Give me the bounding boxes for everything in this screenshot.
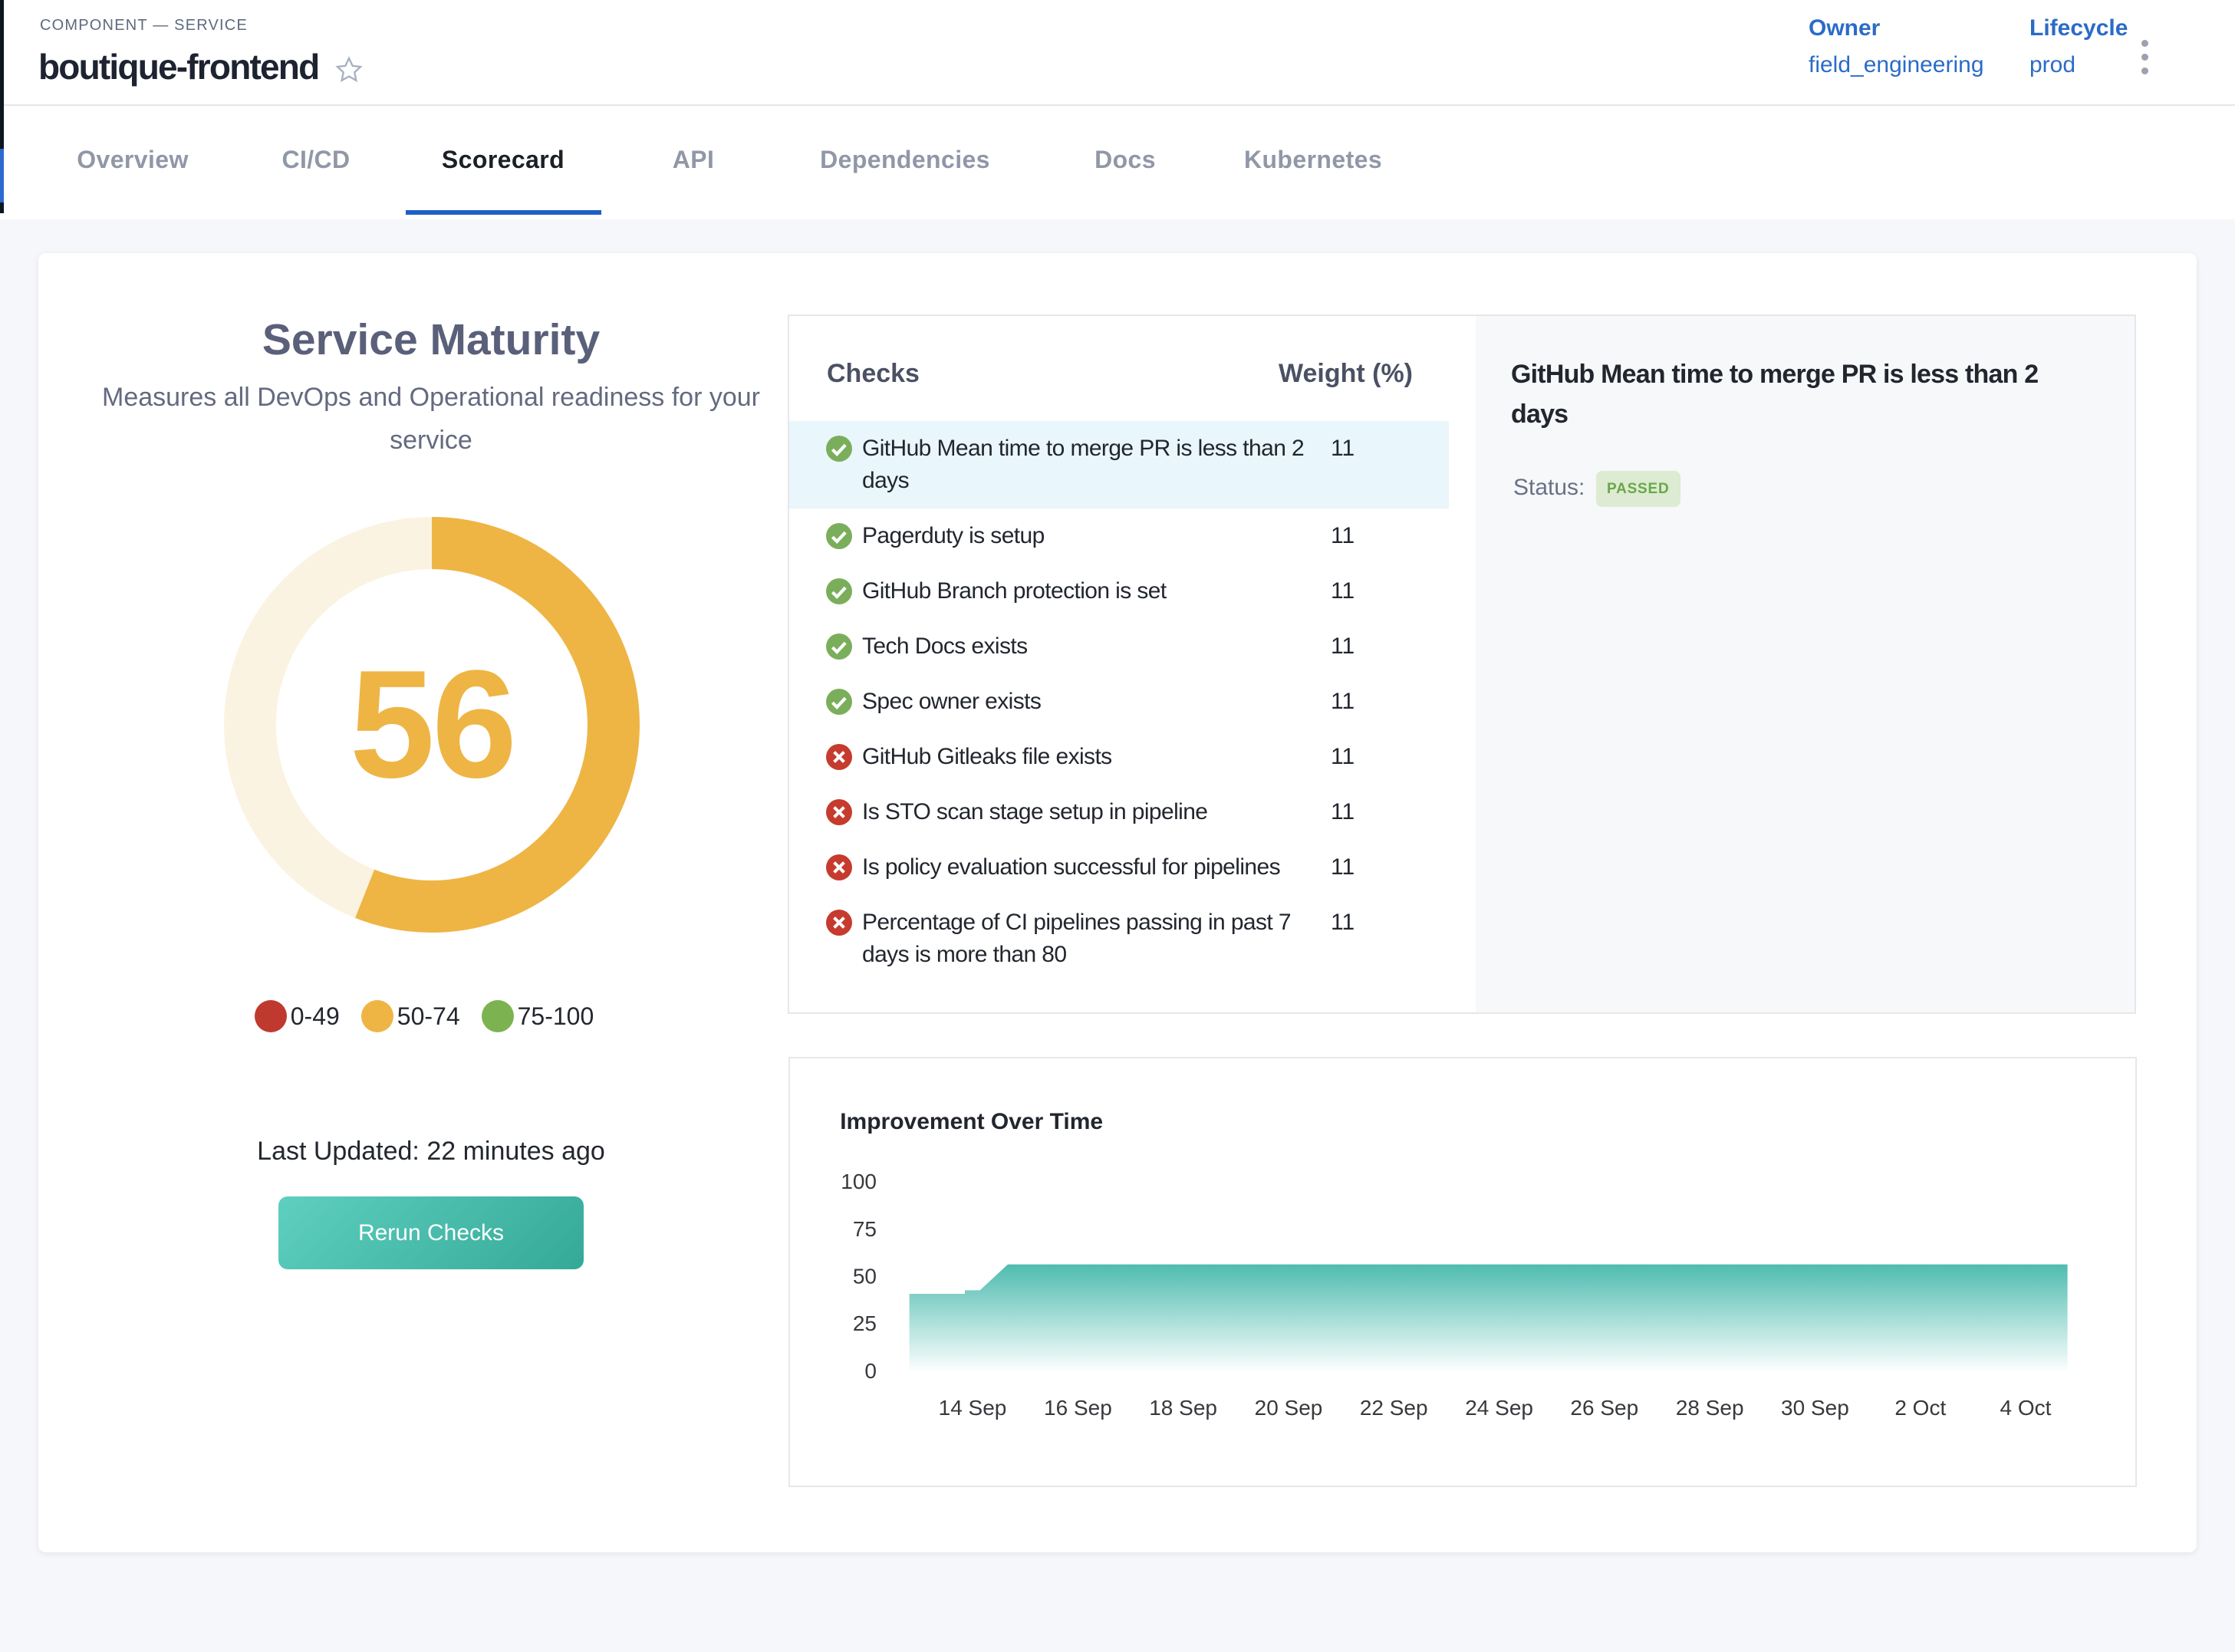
svg-text:20 Sep: 20 Sep [1255, 1396, 1323, 1420]
svg-text:0: 0 [864, 1359, 877, 1383]
svg-text:4 Oct: 4 Oct [2000, 1396, 2052, 1420]
svg-text:22 Sep: 22 Sep [1360, 1396, 1428, 1420]
svg-text:25: 25 [853, 1311, 877, 1335]
svg-text:100: 100 [841, 1170, 877, 1193]
svg-text:16 Sep: 16 Sep [1044, 1396, 1112, 1420]
svg-text:2 Oct: 2 Oct [1894, 1396, 1946, 1420]
svg-text:30 Sep: 30 Sep [1781, 1396, 1849, 1420]
svg-text:24 Sep: 24 Sep [1465, 1396, 1533, 1420]
svg-text:50: 50 [853, 1265, 877, 1288]
svg-text:18 Sep: 18 Sep [1149, 1396, 1217, 1420]
svg-text:75: 75 [853, 1217, 877, 1241]
svg-text:28 Sep: 28 Sep [1676, 1396, 1744, 1420]
svg-text:26 Sep: 26 Sep [1570, 1396, 1638, 1420]
svg-text:14 Sep: 14 Sep [939, 1396, 1007, 1420]
